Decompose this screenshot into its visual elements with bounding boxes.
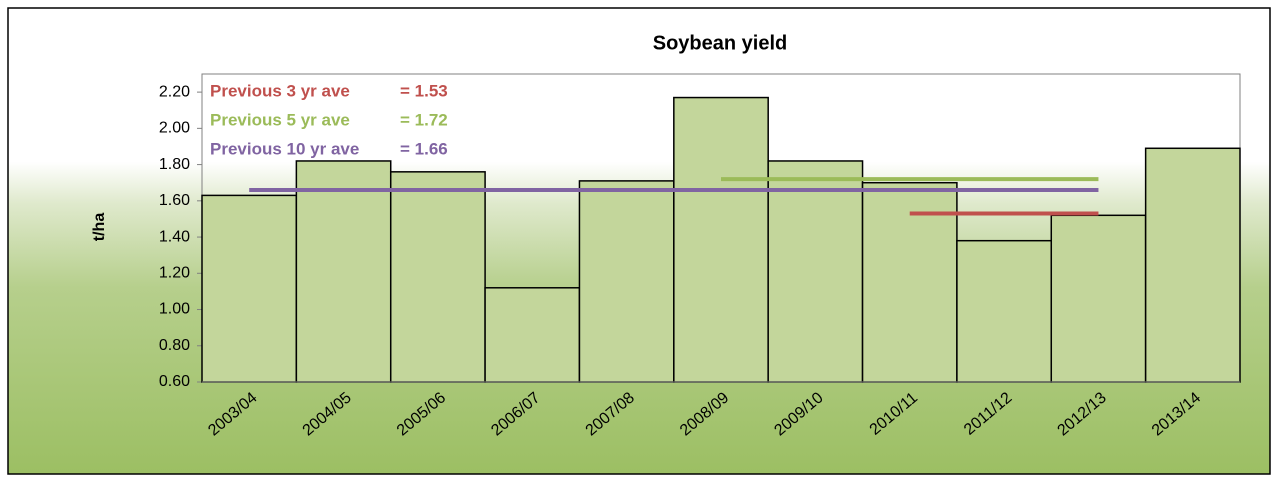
y-tick-label: 0.80 <box>159 337 190 354</box>
bar <box>767 160 864 383</box>
bar <box>201 194 298 383</box>
y-tick-label: 1.40 <box>159 228 190 245</box>
bar <box>956 239 1053 383</box>
bar <box>1050 214 1147 383</box>
legend-value: = 1.66 <box>400 139 448 158</box>
bar <box>1144 147 1241 383</box>
bar <box>861 181 958 383</box>
y-tick-label: 0.60 <box>159 373 190 390</box>
chart-title: Soybean yield <box>653 32 788 54</box>
legend-value: = 1.53 <box>400 81 448 100</box>
legend-label: Previous 10 yr ave <box>210 139 359 158</box>
y-tick-label: 1.80 <box>159 156 190 173</box>
y-tick-label: 1.00 <box>159 301 190 318</box>
y-tick-label: 1.20 <box>159 265 190 282</box>
y-tick-label: 2.20 <box>159 83 190 100</box>
legend-label: Previous 3 yr ave <box>210 81 350 100</box>
bar <box>578 180 675 383</box>
legend-value: = 1.72 <box>400 110 448 129</box>
bar <box>389 171 486 383</box>
y-tick-label: 1.60 <box>159 192 190 209</box>
y-axis-label: t/ha <box>91 213 108 242</box>
bar <box>484 287 581 383</box>
legend-label: Previous 5 yr ave <box>210 110 350 129</box>
bar <box>673 96 769 383</box>
y-tick-label: 2.00 <box>159 120 190 137</box>
bar <box>295 160 392 383</box>
